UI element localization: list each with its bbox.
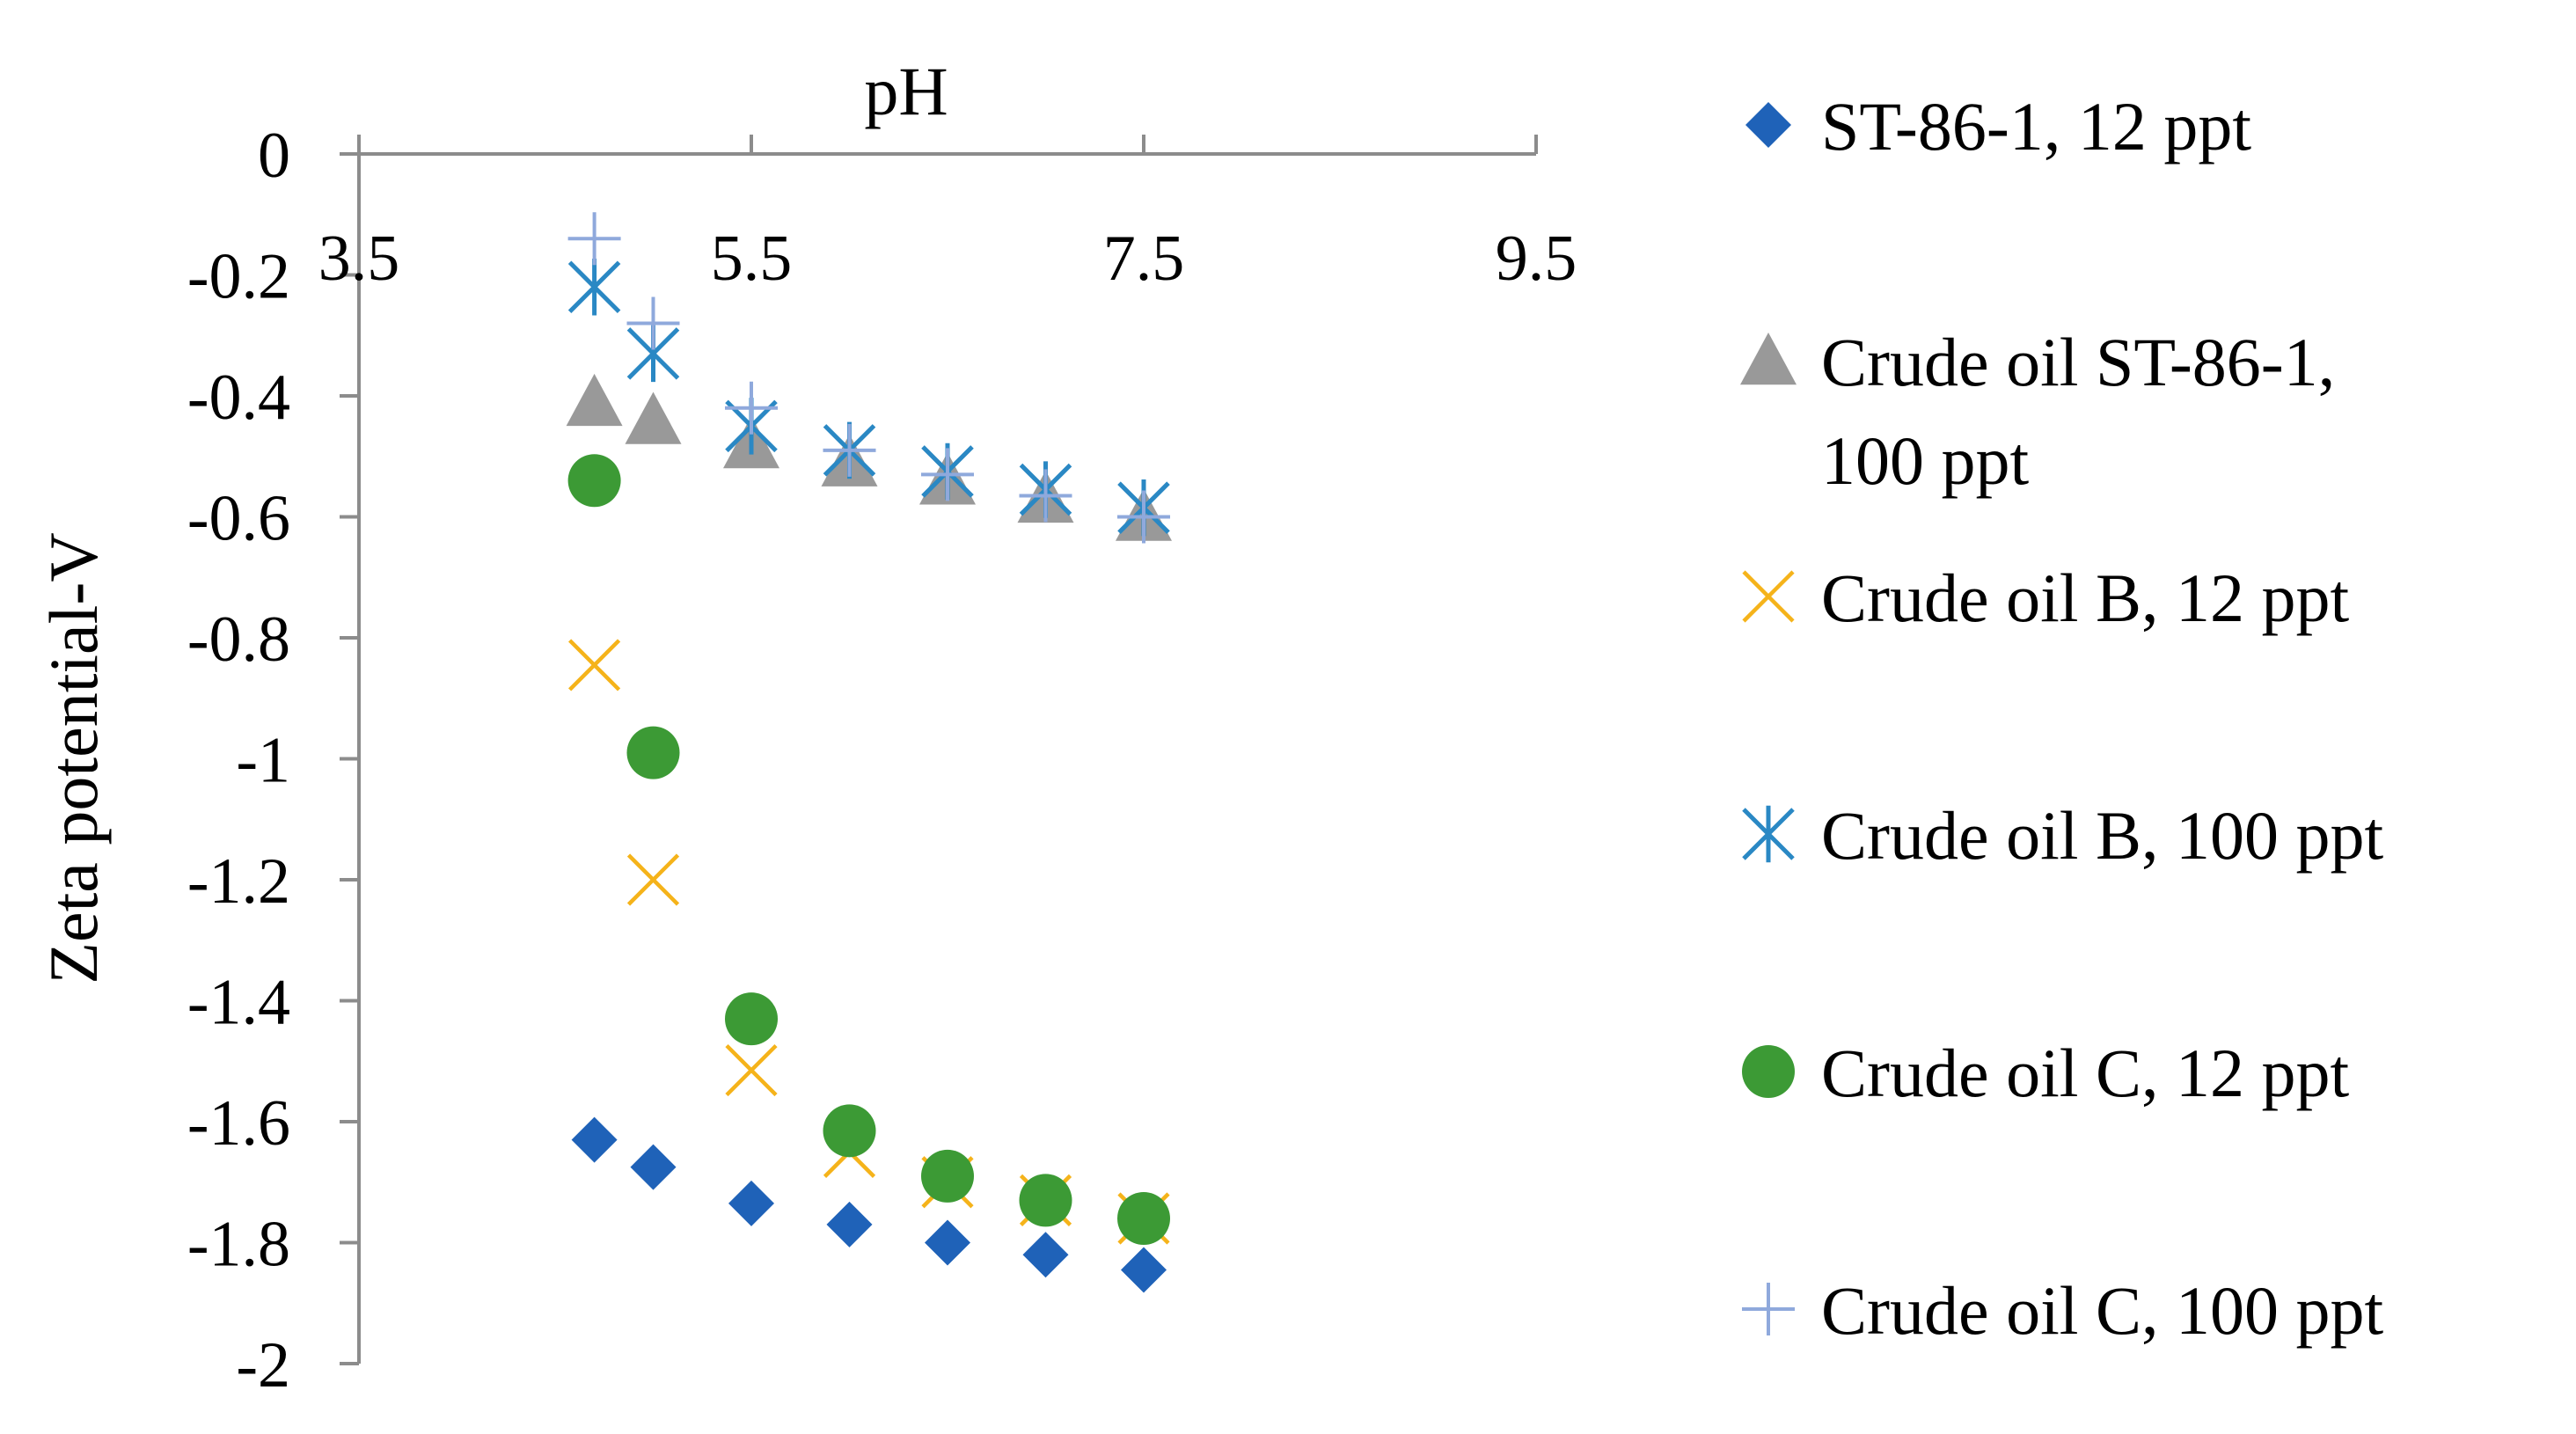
data-point <box>567 259 621 316</box>
data-point <box>571 1116 618 1163</box>
legend-label: ST-86-1, 12 ppt <box>1821 88 2251 165</box>
legend-label: Crude oil C, 100 ppt <box>1821 1272 2383 1349</box>
legend-label: Crude oil C, 12 ppt <box>1821 1035 2349 1111</box>
data-point <box>626 853 680 906</box>
data-point <box>1121 1247 1167 1293</box>
legend-label: Crude oil B, 12 ppt <box>1821 560 2349 636</box>
data-point <box>725 381 778 435</box>
data-point <box>823 423 876 477</box>
y-tick-label: -2 <box>236 1329 290 1401</box>
legend-item: ST-86-1, 12 ppt <box>1745 88 2251 165</box>
legend-item: Crude oil C, 100 ppt <box>1742 1272 2383 1349</box>
y-tick-label: -0.6 <box>187 483 290 555</box>
series-4 <box>567 259 1170 537</box>
marks-layer <box>566 212 1172 1293</box>
legend-marker <box>1742 1283 1795 1335</box>
legend-marker <box>1740 333 1797 385</box>
data-point <box>567 212 621 266</box>
data-point <box>823 1104 876 1158</box>
legend-marker <box>1745 102 1791 148</box>
x-tick-label: 7.5 <box>1103 223 1185 295</box>
legend-item: Crude oil ST-86-1, 100 ppt <box>1740 324 2335 499</box>
y-tick-label: -1 <box>236 725 290 797</box>
legend-marker <box>1742 1045 1795 1098</box>
y-tick-label: -1.8 <box>187 1209 290 1281</box>
x-tick-label: 3.5 <box>318 223 400 295</box>
legend-marker <box>1742 570 1795 623</box>
data-point <box>568 639 621 691</box>
data-point <box>1019 1174 1072 1227</box>
data-point <box>925 1219 970 1266</box>
data-point <box>1117 490 1170 544</box>
y-tick-label: 0 <box>258 120 290 192</box>
data-point <box>630 1144 677 1190</box>
x-tick-label: 5.5 <box>711 223 793 295</box>
data-point <box>626 726 680 779</box>
y-axis-title: Zeta potential-V <box>35 532 112 984</box>
data-point <box>826 1201 873 1247</box>
data-point <box>1019 469 1072 523</box>
x-axis-title: pH <box>864 53 948 129</box>
data-point <box>626 296 680 350</box>
series-5 <box>567 454 1170 1245</box>
legend-item: Crude oil B, 12 ppt <box>1742 560 2349 636</box>
x-tick-label: 9.5 <box>1496 223 1577 295</box>
data-point <box>728 1180 774 1226</box>
data-point <box>625 391 682 444</box>
axes-layer: 0 -0.2 -0.4 -0.6 -0.8 -1 -1.2 -1.4 -1.6 -1.8 -2 3.5… <box>35 53 1577 1401</box>
legend-label: Crude oil ST-86-1, <box>1821 324 2335 400</box>
legend-item: Crude oil C, 12 ppt <box>1742 1035 2349 1111</box>
legend-marker <box>1742 805 1795 863</box>
series-1 <box>571 1116 1167 1293</box>
legend-label: Crude oil B, 100 ppt <box>1821 797 2383 874</box>
data-point <box>1117 1192 1170 1245</box>
data-point <box>725 992 778 1046</box>
data-point <box>921 1149 974 1203</box>
data-point <box>566 373 623 427</box>
legend: ST-86-1, 12 ppt Crude oil ST-86-1, 100 ppt… <box>1740 88 2383 1349</box>
y-tick-label: -0.2 <box>187 241 290 313</box>
data-point <box>725 1043 778 1097</box>
y-tick-label: -0.4 <box>187 362 290 434</box>
series-2 <box>566 373 1172 541</box>
data-point <box>921 448 974 501</box>
y-tick-label: -1.6 <box>187 1087 290 1160</box>
y-tick-label: -1.4 <box>187 967 290 1039</box>
data-point <box>567 454 621 508</box>
y-tick-label: -1.2 <box>187 845 290 918</box>
series-6 <box>567 212 1170 544</box>
data-point <box>1022 1232 1069 1278</box>
legend-label: 100 ppt <box>1821 422 2030 499</box>
legend-item: Crude oil B, 100 ppt <box>1742 797 2383 874</box>
y-tick-label: -0.8 <box>187 604 290 676</box>
